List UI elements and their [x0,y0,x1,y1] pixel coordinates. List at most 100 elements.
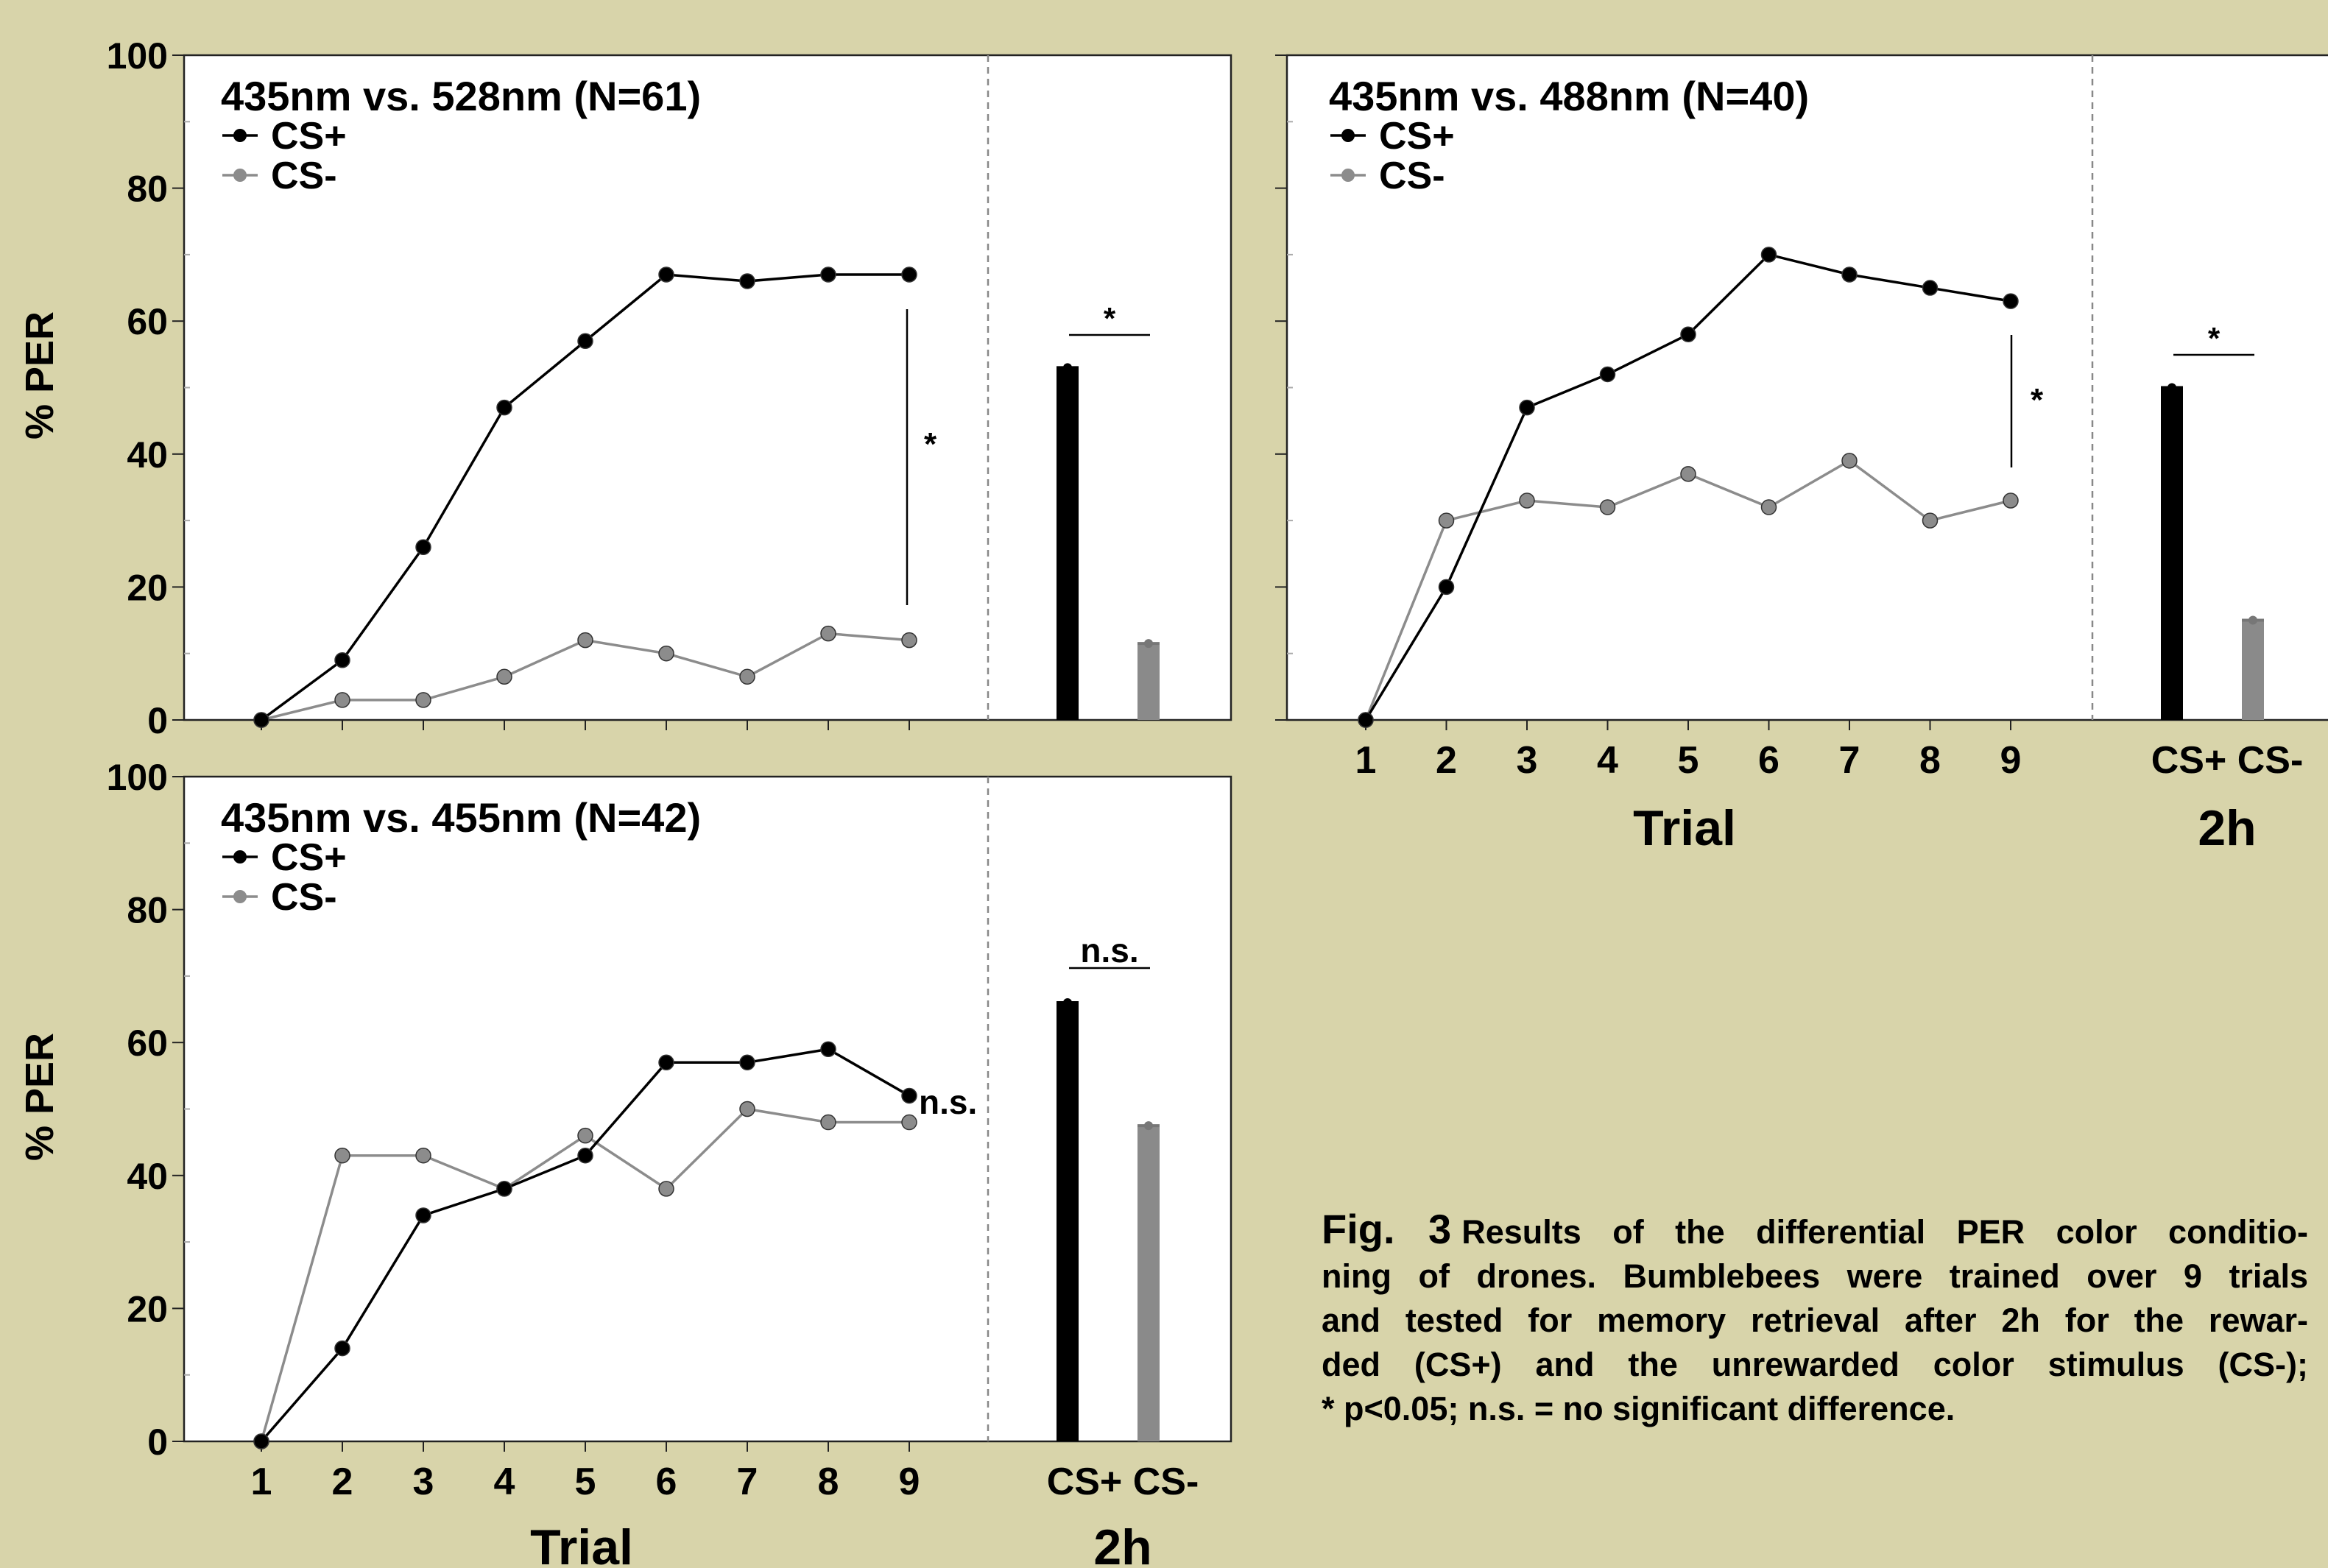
data-point-CS+ [2003,293,2019,309]
data-point-CS+ [820,1041,836,1057]
test-bar-CS+ [1057,1003,1079,1441]
data-point-CS+ [820,266,836,283]
data-point-CS+ [658,266,674,283]
x-tick-label: 4 [1597,739,1618,782]
test-significance-label: * [1104,301,1116,336]
chart-title: 435nm vs. 528nm (N=61) [221,73,701,119]
y-tick-label: 40 [127,1156,168,1197]
x-tick-label: 5 [1678,739,1699,782]
test-bar-CS- [1137,643,1160,720]
data-point-CS- [658,1181,674,1197]
data-point-CS- [901,1114,917,1131]
x-tick-label: 3 [1517,739,1538,782]
test-tick-labels: CS+ CS- [1047,1461,1199,1503]
data-point-CS- [415,1147,431,1164]
test-significance-label: * [2208,321,2221,356]
test-tick-labels: CS+ CS- [2151,739,2304,782]
data-point-CS- [1599,499,1616,515]
x-tick-label: 6 [1758,739,1779,782]
y-tick-label: 80 [127,890,168,931]
test-bar-CS+ [1057,367,1079,720]
test-bar-CS- [1137,1126,1160,1441]
data-point-CS- [658,645,674,662]
data-point-CS- [577,1127,593,1144]
caption-line-2: ning of drones. Bumblebees were trained … [1322,1257,2308,1295]
data-point-CS- [496,668,512,685]
data-point-CS- [334,1147,350,1164]
test-bar-point [1063,363,1072,372]
legend-marker-CS+ [233,850,247,864]
data-point-CS+ [739,1054,755,1071]
y-tick-label: 0 [147,1422,168,1463]
data-point-CS- [901,632,917,649]
caption-line-3: and tested for memory retrieval after 2h… [1322,1302,2308,1339]
data-point-CS- [820,1114,836,1131]
data-point-CS+ [496,1181,512,1197]
data-point-CS- [739,1101,755,1117]
data-point-CS+ [577,333,593,350]
test-bar-CS+ [2161,387,2183,720]
x-tick-label: 3 [413,1461,434,1503]
data-point-CS- [1519,492,1535,509]
x-tick-label: 9 [899,1461,920,1503]
data-point-CS+ [1841,266,1858,283]
data-point-CS- [739,668,755,685]
data-point-CS+ [334,651,350,668]
data-point-CS+ [415,1207,431,1223]
x-tick-label: 6 [656,1461,677,1503]
data-point-CS- [820,625,836,642]
legend-marker-CS- [233,169,247,182]
data-point-CS+ [496,399,512,416]
y-tick-label: 20 [127,567,168,608]
x-tick-label: 2 [1436,739,1457,782]
data-point-CS- [334,692,350,708]
data-point-CS- [1922,512,1939,529]
test-bar-CS- [2242,620,2264,720]
chart-panel-2: * 435nm vs. 488nm (N=40)CS+CS- * 1 2 3 4 5 6 7 8 9 T… [1275,54,2328,856]
data-point-CS+ [253,712,269,728]
x-tick-label: 7 [737,1461,758,1503]
test-bar-point [1144,1121,1153,1131]
trial-significance-label: * [2031,382,2044,418]
test-bar-point [1063,998,1072,1008]
y-tick-label: 40 [127,434,168,476]
legend-marker-CS+ [1341,129,1355,142]
data-point-CS+ [1358,712,1374,728]
data-point-CS+ [1760,247,1777,263]
test-bar-point [1144,639,1153,649]
data-point-CS+ [577,1147,593,1164]
x-axis-label: Trial [530,1519,633,1568]
x-tick-label: 1 [1355,739,1377,782]
data-point-CS+ [1519,399,1535,416]
data-point-CS- [2003,492,2019,509]
legend-marker-CS- [1341,169,1355,182]
x-tick-label: 9 [2000,739,2022,782]
data-point-CS+ [901,266,917,283]
y-axis-label: % PER [18,1033,62,1161]
legend-label-CS-: CS- [1379,155,1445,197]
y-tick-label: 100 [107,35,168,77]
data-point-CS+ [901,1087,917,1104]
data-point-CS+ [1599,366,1616,383]
x-axis-label: Trial [1633,800,1736,856]
data-point-CS+ [739,273,755,289]
test-group-label: 2h [2198,800,2256,856]
test-bar-point [2167,383,2176,392]
y-axis-label: % PER [18,311,62,439]
data-point-CS- [1841,453,1858,469]
y-tick-label: 20 [127,1288,168,1329]
figure-caption: Fig. 3 Results of the differential PER co… [1322,1207,2308,1431]
data-point-CS- [1760,499,1777,515]
data-point-CS- [415,692,431,708]
legend-label-CS+: CS+ [271,115,347,158]
trial-significance-label: n.s. [919,1083,977,1121]
data-point-CS+ [1438,579,1455,596]
trial-significance-label: * [924,426,937,462]
y-tick-label: 100 [107,757,168,798]
data-point-CS- [1438,512,1455,529]
caption-line-4: ded (CS+) and the unrewarded color stimu… [1322,1346,2308,1383]
y-tick-label: 60 [127,1023,168,1064]
data-point-CS+ [334,1340,350,1357]
data-point-CS- [1680,466,1696,482]
caption-figure-label: Fig. 3 [1322,1206,1452,1252]
